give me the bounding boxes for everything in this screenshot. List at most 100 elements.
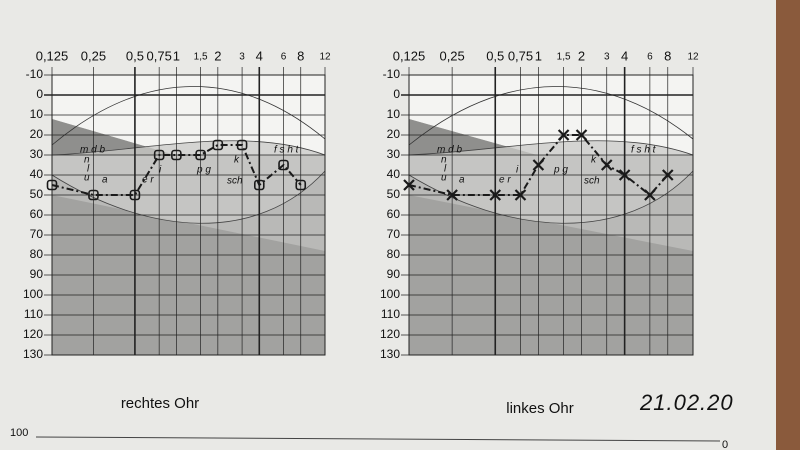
- marker-x: [618, 169, 631, 181]
- y-tick-label: 80: [30, 247, 44, 261]
- phoneme-label: sch: [227, 176, 243, 187]
- x-tick-label: 6: [647, 52, 653, 63]
- y-tick-label: 100: [23, 287, 43, 301]
- marker-o: [153, 149, 165, 161]
- phoneme-label: p g: [553, 165, 568, 176]
- y-tick-label: 0: [393, 87, 400, 101]
- x-tick-label: 4: [256, 48, 263, 63]
- audiogram: -10 0 10 20 30 40 50 60 70 80 90 100 110 120 130 0,125 0…: [23, 48, 331, 412]
- marker-x: [575, 129, 588, 141]
- next-chart-label: 0: [722, 439, 728, 450]
- audiogram: -10 0 10 20 30 40 50 60 70 80 90 100 110 120 130 0,125 0…: [380, 48, 699, 417]
- phoneme-label: k: [591, 155, 597, 166]
- y-tick-label: 60: [30, 207, 44, 221]
- y-tick-label: 50: [30, 187, 44, 201]
- threshold-curve: [51, 86, 326, 146]
- marker-o: [236, 139, 248, 151]
- marker-x: [661, 169, 674, 181]
- phoneme-label: a: [102, 175, 108, 186]
- x-tick-label: 1: [173, 48, 180, 63]
- phoneme-label: sch: [584, 176, 600, 187]
- marker-o: [129, 189, 141, 201]
- y-tick-label: 40: [387, 167, 401, 181]
- y-tick-label: 110: [381, 307, 400, 321]
- y-tick-label: 70: [30, 227, 44, 241]
- x-tick-label: 0,75: [147, 48, 172, 63]
- marker-o: [171, 149, 182, 161]
- x-tick-label: 0,125: [36, 48, 69, 63]
- y-tick-label: 90: [30, 267, 44, 281]
- y-tick-label: 70: [387, 227, 401, 241]
- y-tick-label: 30: [387, 147, 401, 161]
- phoneme-label: n: [441, 155, 447, 166]
- phoneme-label: l: [87, 164, 90, 175]
- x-tick-label: 2: [214, 48, 221, 63]
- chart-title: linkes Ohr: [506, 400, 574, 417]
- marker-x: [446, 189, 458, 201]
- x-tick-label: 8: [297, 48, 304, 63]
- phoneme-label: e r: [499, 175, 511, 186]
- y-tick-label: -10: [26, 67, 44, 81]
- marker-x: [514, 189, 527, 201]
- x-tick-label: 12: [687, 52, 699, 63]
- x-tick-label: 0,25: [439, 48, 464, 63]
- x-tick-label: 0,125: [393, 48, 426, 63]
- x-tick-label: 3: [239, 52, 245, 63]
- x-tick-label: 2: [578, 48, 585, 63]
- marker-o: [195, 149, 206, 161]
- table-edge: [776, 0, 800, 450]
- y-tick-label: 0: [36, 87, 43, 101]
- phoneme-label: p g: [196, 165, 211, 176]
- x-tick-label: 0,25: [81, 48, 106, 63]
- shade-pale: [409, 119, 537, 155]
- x-tick-label: 4: [621, 48, 628, 63]
- marker-x: [644, 189, 656, 201]
- x-tick-label: 0,5: [126, 48, 144, 63]
- phoneme-label: i: [516, 165, 519, 176]
- date: 21.02.20: [639, 390, 734, 415]
- series-line: [51, 144, 302, 196]
- plot-frame: [408, 74, 694, 356]
- phoneme-label: k: [234, 155, 240, 166]
- y-tick-label: 130: [23, 347, 43, 361]
- marker-o: [253, 179, 265, 191]
- marker-o: [46, 179, 58, 191]
- phoneme-label: i: [159, 165, 162, 176]
- marker-o: [212, 139, 224, 151]
- y-tick-label: 50: [387, 187, 401, 201]
- x-tick-label: 0,75: [508, 48, 533, 63]
- marker-x: [489, 189, 502, 201]
- phoneme-label: m d b: [437, 145, 462, 156]
- x-tick-label: 1,5: [194, 52, 208, 63]
- y-tick-label: 80: [387, 247, 401, 261]
- threshold-curve: [408, 86, 694, 146]
- x-tick-label: 12: [319, 52, 331, 63]
- phoneme-label: e r: [142, 175, 154, 186]
- x-tick-label: 1,5: [557, 52, 571, 63]
- y-tick-label: 110: [24, 307, 43, 321]
- y-tick-label: 100: [380, 287, 400, 301]
- phoneme-label: m d b: [80, 145, 105, 156]
- phoneme-label: f s h t: [274, 145, 300, 156]
- phoneme-label: l: [444, 164, 447, 175]
- plot-frame: [51, 74, 326, 356]
- phoneme-label: a: [459, 175, 465, 186]
- phoneme-label: u: [441, 173, 447, 184]
- y-tick-label: 130: [380, 347, 400, 361]
- y-tick-label: 120: [380, 327, 400, 341]
- y-tick-label: 60: [387, 207, 401, 221]
- x-tick-label: 8: [664, 48, 671, 63]
- marker-x: [557, 129, 570, 141]
- phoneme-label: n: [84, 155, 90, 166]
- marker-x: [403, 179, 415, 191]
- y-tick-label: 30: [30, 147, 44, 161]
- shade-pale: [52, 119, 175, 155]
- x-tick-label: 3: [604, 52, 610, 63]
- y-tick-label: 90: [387, 267, 401, 281]
- chart-title: rechtes Ohr: [121, 395, 199, 412]
- marker-o: [278, 159, 289, 171]
- x-tick-label: 6: [281, 52, 287, 63]
- marker-o: [88, 189, 99, 201]
- y-tick-label: 10: [30, 107, 44, 121]
